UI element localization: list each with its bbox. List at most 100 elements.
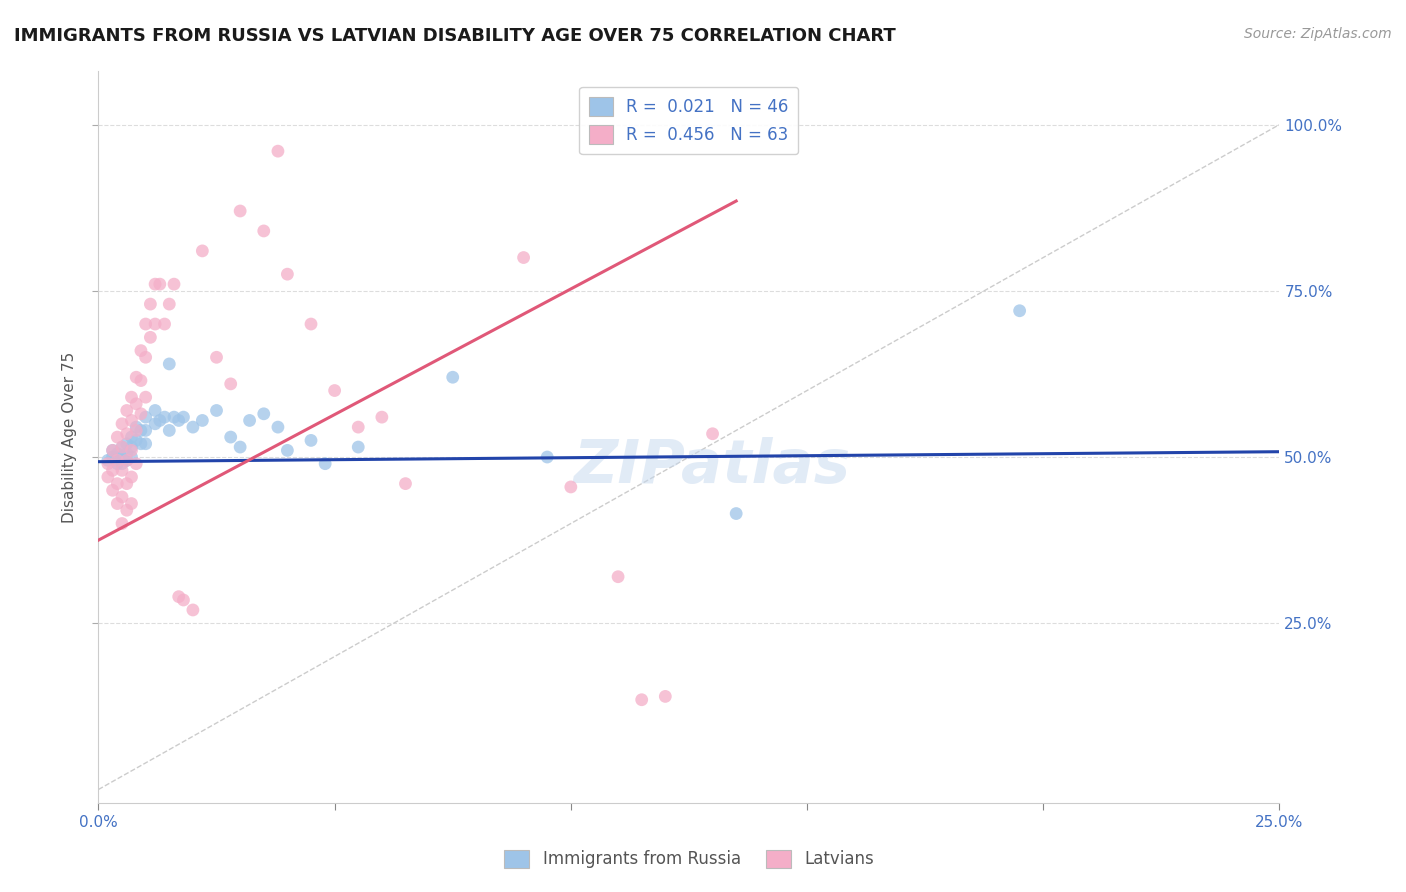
- Point: [253, 224, 276, 238]
- Point: [115, 447, 138, 461]
- Point: [121, 413, 143, 427]
- Point: [105, 453, 128, 467]
- Point: [181, 603, 204, 617]
- Point: [111, 516, 134, 531]
- Point: [101, 450, 124, 464]
- Point: [125, 457, 148, 471]
- Point: [149, 413, 172, 427]
- Point: [101, 443, 124, 458]
- Point: [121, 430, 143, 444]
- Point: [441, 370, 464, 384]
- Point: [347, 420, 370, 434]
- Point: [121, 497, 143, 511]
- Point: [560, 480, 582, 494]
- Point: [125, 397, 148, 411]
- Point: [239, 413, 262, 427]
- Point: [229, 204, 252, 219]
- Point: [125, 434, 148, 448]
- Point: [267, 420, 290, 434]
- Point: [1008, 303, 1031, 318]
- Y-axis label: Disability Age Over 75: Disability Age Over 75: [62, 351, 77, 523]
- Point: [153, 317, 176, 331]
- Point: [105, 476, 128, 491]
- Point: [299, 434, 322, 448]
- Point: [191, 413, 214, 427]
- Point: [314, 457, 336, 471]
- Point: [125, 420, 148, 434]
- Point: [323, 384, 346, 398]
- Point: [157, 357, 180, 371]
- Point: [121, 443, 143, 458]
- Point: [135, 317, 157, 331]
- Point: [725, 507, 748, 521]
- Point: [115, 503, 138, 517]
- Point: [101, 483, 124, 498]
- Point: [115, 436, 138, 450]
- Text: ZIPatlas: ZIPatlas: [574, 437, 851, 496]
- Point: [125, 424, 148, 438]
- Text: Source: ZipAtlas.com: Source: ZipAtlas.com: [1244, 27, 1392, 41]
- Point: [394, 476, 416, 491]
- Point: [536, 450, 558, 464]
- Point: [105, 457, 128, 471]
- Point: [121, 470, 143, 484]
- Point: [157, 297, 180, 311]
- Point: [157, 424, 180, 438]
- Point: [149, 277, 172, 292]
- Point: [143, 317, 166, 331]
- Point: [115, 426, 138, 441]
- Point: [101, 443, 124, 458]
- Point: [125, 370, 148, 384]
- Point: [654, 690, 676, 704]
- Point: [135, 390, 157, 404]
- Point: [153, 410, 176, 425]
- Point: [111, 417, 134, 431]
- Point: [111, 457, 134, 471]
- Point: [135, 436, 157, 450]
- Point: [167, 413, 190, 427]
- Point: [129, 436, 152, 450]
- Point: [105, 447, 128, 461]
- Point: [163, 277, 186, 292]
- Point: [181, 420, 204, 434]
- Point: [121, 450, 143, 464]
- Point: [172, 410, 194, 425]
- Point: [163, 410, 186, 425]
- Point: [105, 497, 128, 511]
- Point: [205, 403, 228, 417]
- Point: [253, 407, 276, 421]
- Point: [229, 440, 252, 454]
- Point: [205, 351, 228, 365]
- Point: [512, 251, 534, 265]
- Point: [276, 267, 298, 281]
- Point: [129, 407, 152, 421]
- Point: [143, 403, 166, 417]
- Point: [111, 440, 134, 454]
- Point: [630, 692, 652, 706]
- Point: [607, 570, 630, 584]
- Point: [121, 440, 143, 454]
- Point: [111, 490, 134, 504]
- Legend: Immigrants from Russia, Latvians: Immigrants from Russia, Latvians: [498, 843, 880, 875]
- Point: [105, 430, 128, 444]
- Point: [172, 593, 194, 607]
- Point: [276, 443, 298, 458]
- Point: [267, 144, 290, 158]
- Point: [121, 390, 143, 404]
- Point: [347, 440, 370, 454]
- Point: [191, 244, 214, 258]
- Point: [139, 330, 162, 344]
- Point: [371, 410, 394, 425]
- Point: [101, 463, 124, 477]
- Point: [97, 470, 120, 484]
- Point: [143, 417, 166, 431]
- Point: [139, 297, 162, 311]
- Point: [129, 374, 152, 388]
- Point: [115, 453, 138, 467]
- Point: [167, 590, 190, 604]
- Point: [115, 403, 138, 417]
- Point: [143, 277, 166, 292]
- Point: [299, 317, 322, 331]
- Point: [129, 343, 152, 358]
- Point: [129, 424, 152, 438]
